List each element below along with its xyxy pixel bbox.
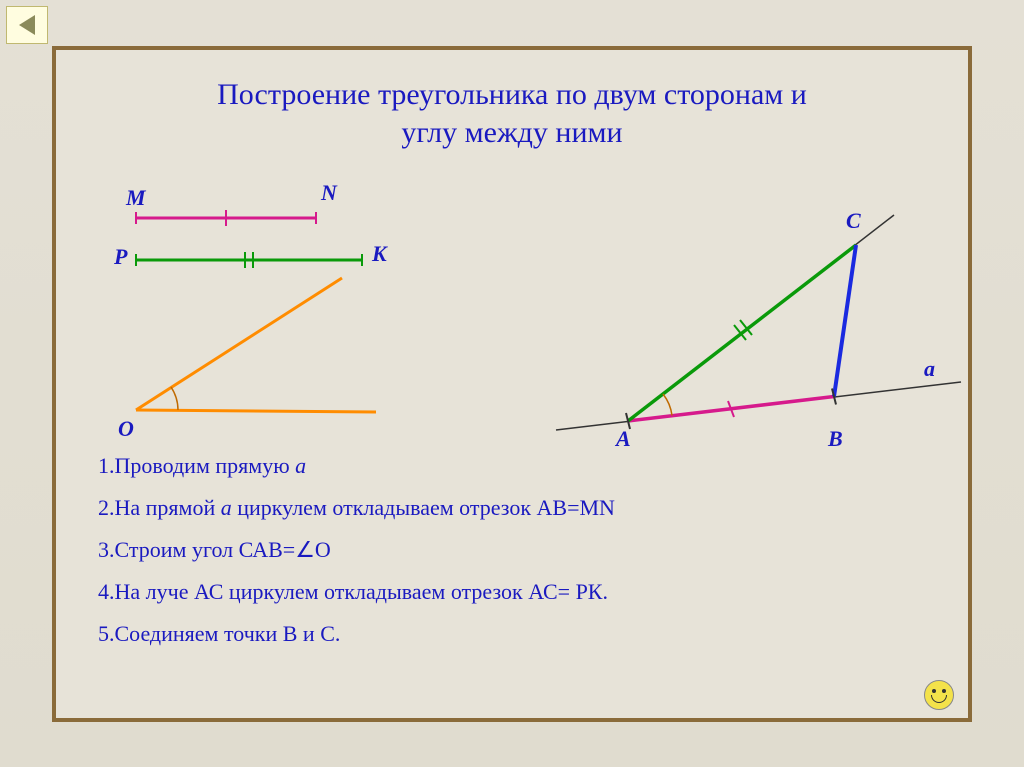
- label-K: K: [372, 241, 387, 267]
- steps-list: 1.Проводим прямую а 2.На прямой а циркул…: [98, 455, 615, 665]
- label-P: P: [114, 244, 127, 270]
- nav-back-button[interactable]: [6, 6, 48, 44]
- label-M: M: [126, 185, 146, 211]
- angle-O: [136, 278, 376, 412]
- label-line-a: a: [924, 356, 935, 382]
- smiley-icon[interactable]: [924, 680, 954, 710]
- label-O: O: [118, 416, 134, 442]
- content-frame: Построение треугольника по двум сторонам…: [52, 46, 972, 722]
- construction: [556, 215, 961, 430]
- step-2: 2.На прямой а циркулем откладываем отрез…: [98, 497, 615, 519]
- label-B: B: [828, 426, 843, 452]
- label-A: A: [616, 426, 631, 452]
- step-4: 4.На луче АС циркулем откладываем отрезо…: [98, 581, 615, 603]
- step-3: 3.Строим угол САВ=∠О: [98, 539, 615, 561]
- label-N: N: [321, 180, 337, 206]
- arrow-left-icon: [19, 15, 35, 35]
- segment-MN: [136, 210, 316, 226]
- step-1: 1.Проводим прямую а: [98, 455, 615, 477]
- segment-PK: [136, 252, 362, 268]
- step-5: 5.Соединяем точки В и С.: [98, 623, 615, 645]
- label-C: C: [846, 208, 861, 234]
